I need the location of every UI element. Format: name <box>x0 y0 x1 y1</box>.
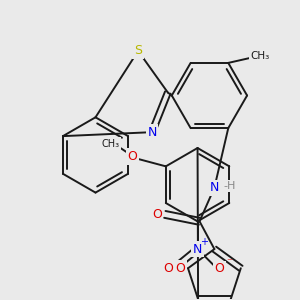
Text: ⁻: ⁻ <box>226 257 232 267</box>
Text: O: O <box>127 150 137 163</box>
Text: N: N <box>147 126 157 139</box>
Text: N: N <box>210 181 219 194</box>
Text: S: S <box>134 44 142 57</box>
Text: O: O <box>214 262 224 275</box>
Text: CH₃: CH₃ <box>250 51 270 61</box>
Text: O: O <box>175 262 185 275</box>
Text: +: + <box>200 237 208 247</box>
Text: -H: -H <box>223 181 236 191</box>
Text: O: O <box>163 262 173 275</box>
Text: N: N <box>193 243 202 256</box>
Text: CH₃: CH₃ <box>101 139 119 148</box>
Text: O: O <box>152 208 162 221</box>
